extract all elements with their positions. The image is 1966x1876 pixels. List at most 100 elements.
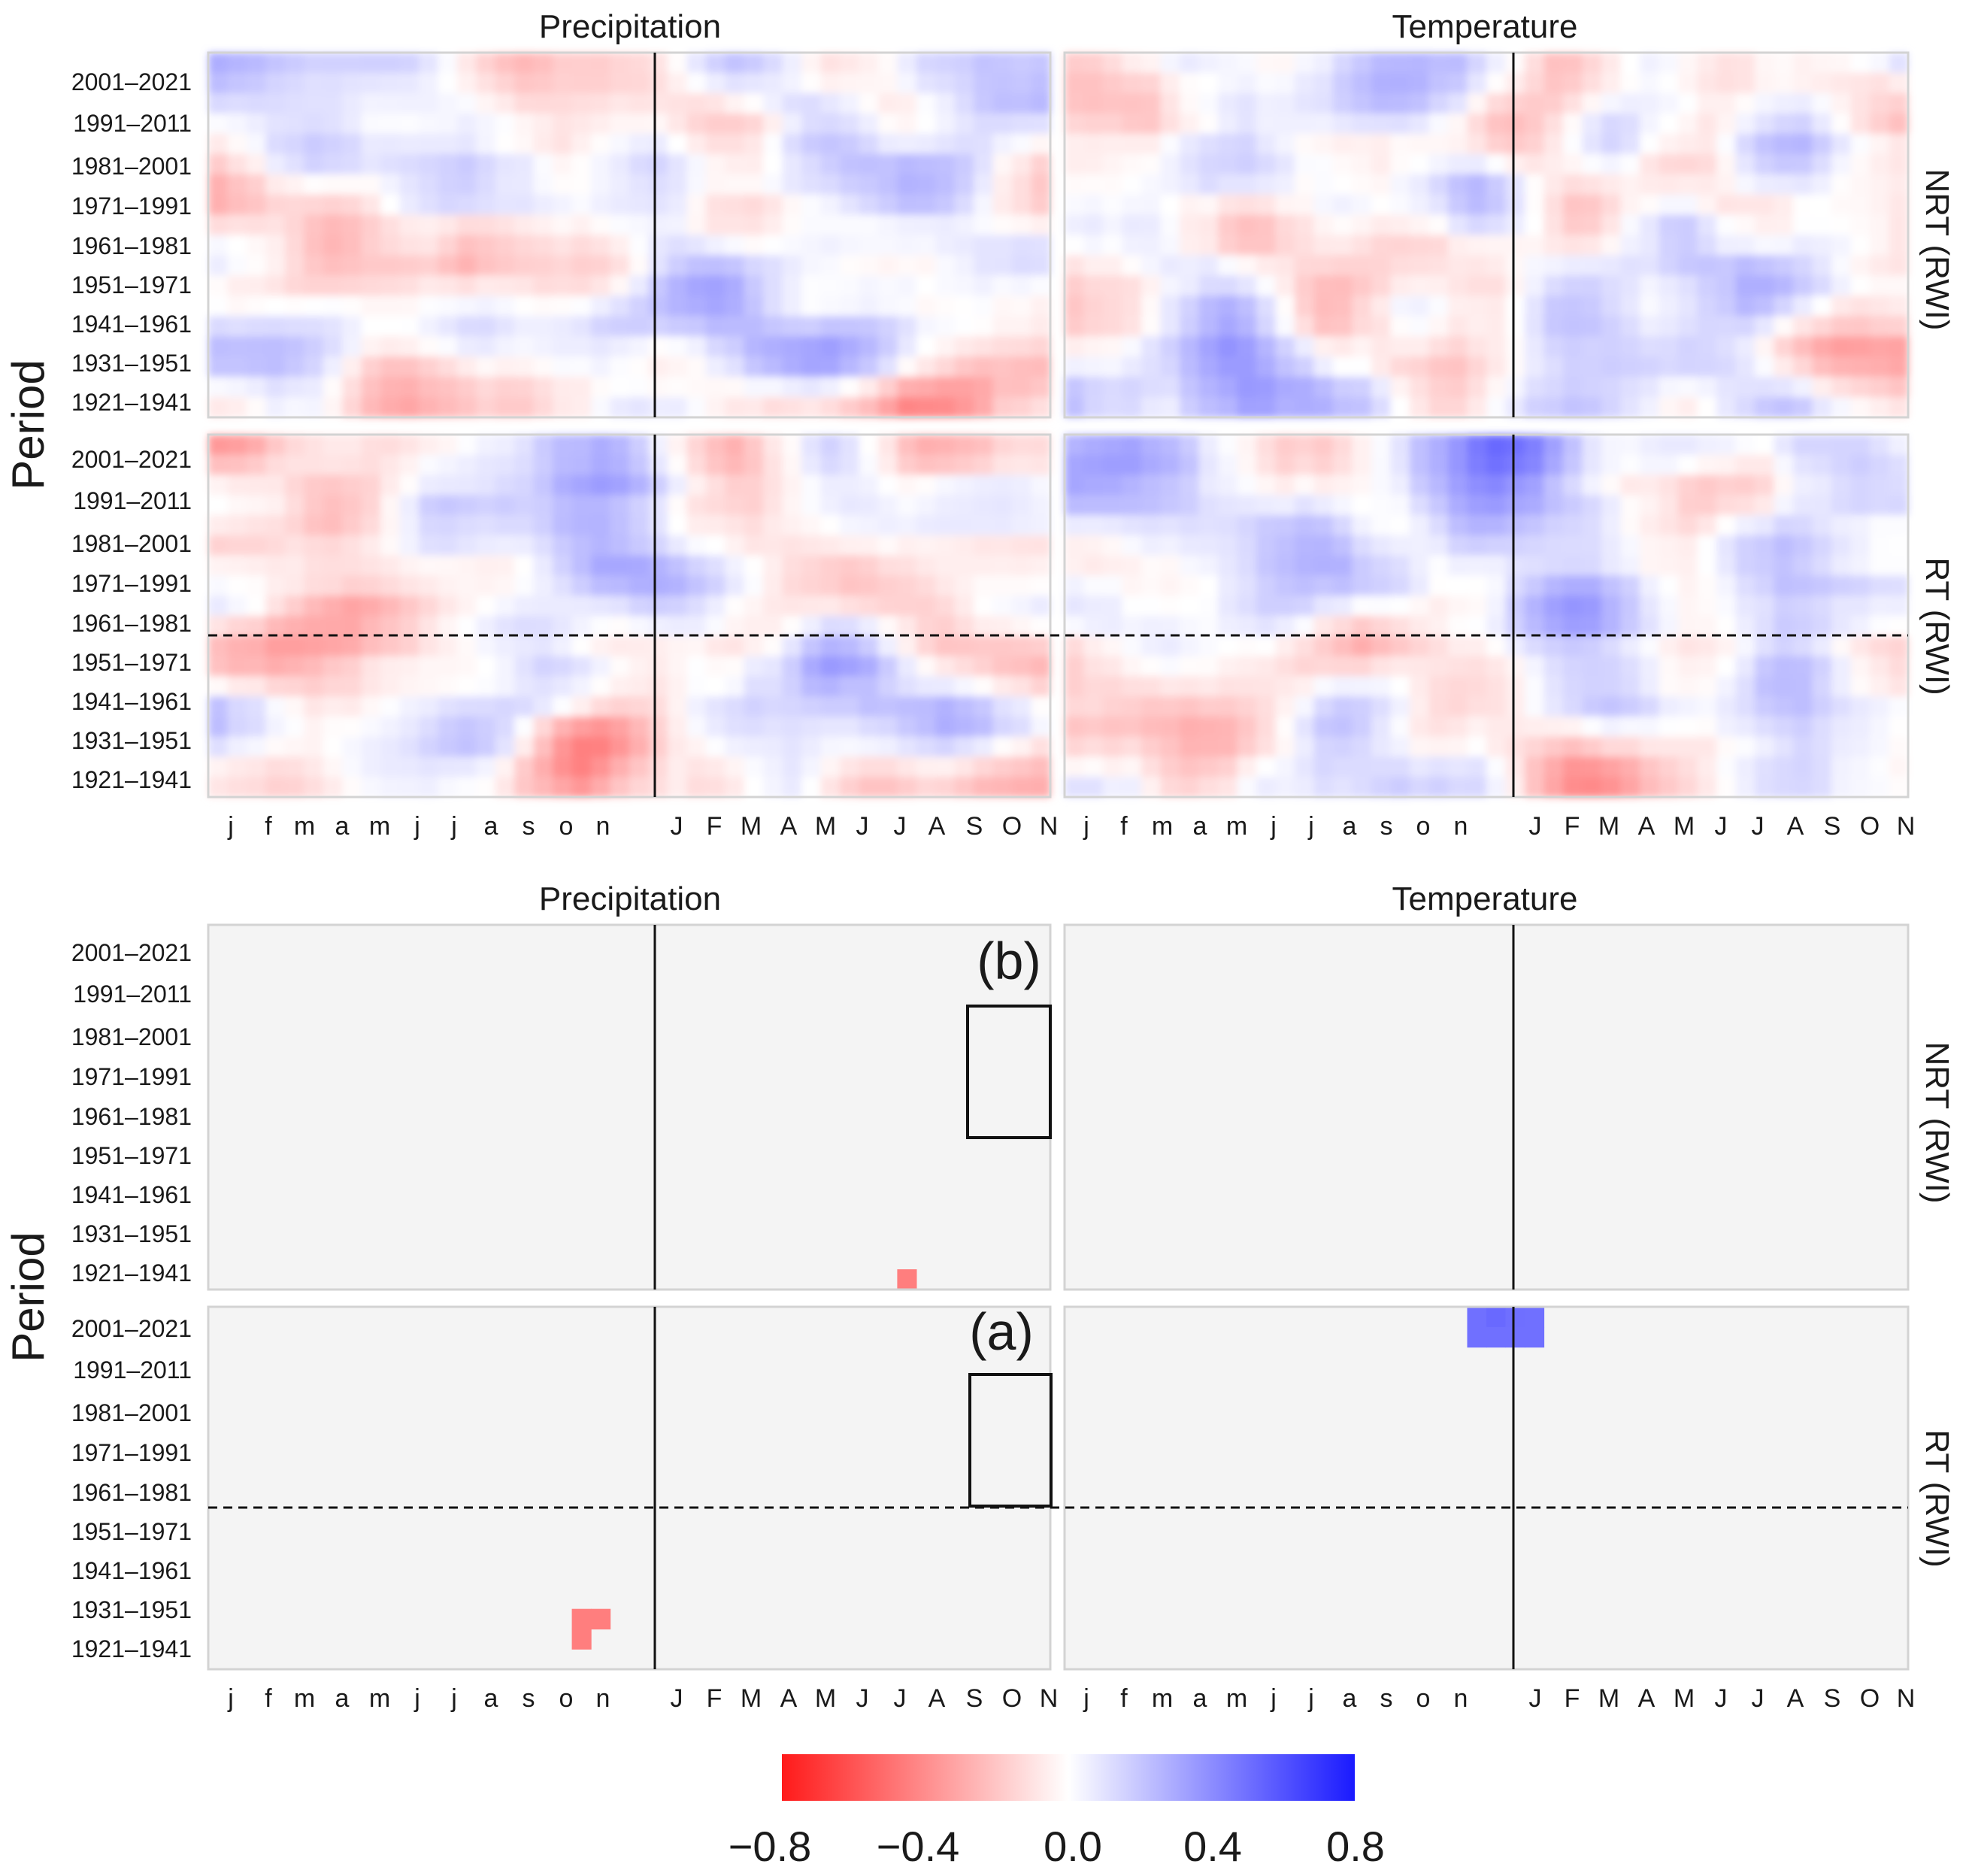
heatmap-cell: [1333, 53, 1353, 74]
heatmap-cell: [1793, 555, 1813, 577]
heatmap-cell: [227, 575, 247, 596]
heatmap-cell: [1390, 194, 1410, 216]
heatmap-cell: [1218, 235, 1238, 256]
heatmap-cell: [1333, 356, 1353, 377]
heatmap-cell: [284, 235, 304, 256]
heatmap-cell: [284, 635, 304, 657]
heatmap-cell: [533, 596, 553, 617]
heatmap-cell: [1160, 235, 1180, 256]
heatmap-cell: [1103, 474, 1123, 496]
heatmap-cell: [1410, 454, 1430, 476]
heatmap-cell: [801, 295, 822, 317]
heatmap-cell: [1141, 235, 1162, 256]
heatmap-cell: [1218, 596, 1238, 617]
heatmap-cell: [399, 133, 420, 155]
heatmap-cell: [227, 295, 247, 317]
heatmap-cell: [1275, 275, 1295, 296]
heatmap-cell: [705, 356, 726, 377]
heatmap-cell: [514, 235, 535, 256]
heatmap-cell: [1486, 515, 1507, 536]
heatmap-cell: [1122, 515, 1142, 536]
heatmap-cell: [438, 377, 458, 398]
heatmap-cell: [1563, 214, 1583, 236]
heatmap-cell: [1543, 474, 1564, 496]
heatmap-cell: [1755, 133, 1775, 155]
heatmap-cell: [1716, 214, 1737, 236]
heatmap-cell: [419, 756, 439, 777]
x-tick-prec-curr: J: [671, 812, 683, 841]
heatmap-cell: [1031, 295, 1051, 317]
x-tick-temp-prev: m: [1226, 1684, 1247, 1713]
heatmap-cell: [1065, 295, 1085, 317]
heatmap-cell: [1640, 435, 1660, 456]
heatmap-cell: [1012, 255, 1032, 276]
panel-border: [1063, 51, 1910, 419]
heatmap-cell: [514, 336, 535, 357]
heatmap-cell: [1505, 113, 1525, 135]
heatmap-cell: [342, 174, 362, 195]
heatmap-cell: [1486, 555, 1507, 577]
heatmap-cell: [1103, 194, 1123, 216]
heatmap-cell: [1831, 635, 1852, 657]
heatmap-cell: [419, 397, 439, 418]
heatmap-cell: [1870, 635, 1890, 657]
heatmap-cell: [323, 596, 343, 617]
heatmap-cell: [533, 676, 553, 697]
heatmap-cell: [1065, 356, 1085, 377]
heatmap-cell: [1678, 336, 1698, 357]
heatmap-cell: [1275, 235, 1295, 256]
heatmap-cell: [1065, 53, 1085, 74]
heatmap-cell: [974, 676, 994, 697]
heatmap-cell: [553, 214, 573, 236]
heatmap-cell: [1467, 153, 1487, 175]
heatmap-cell: [1218, 454, 1238, 476]
heatmap-cell: [1275, 194, 1295, 216]
heatmap-cell: [1295, 397, 1315, 418]
heatmap-cell: [954, 255, 974, 276]
heatmap-cell: [629, 92, 650, 114]
heatmap-cell: [935, 777, 956, 798]
heatmap-cell: [974, 656, 994, 677]
heatmap-cell: [1448, 575, 1468, 596]
heatmap-cell: [1543, 575, 1564, 596]
heatmap-cell: [667, 635, 687, 657]
heatmap-cell: [877, 153, 898, 175]
heatmap-cell: [438, 535, 458, 556]
heatmap-cell: [227, 194, 247, 216]
heatmap-cell: [1735, 377, 1755, 398]
heatmap-cell: [686, 716, 707, 738]
heatmap-cell: [495, 153, 515, 175]
heatmap-cell: [1333, 275, 1353, 296]
heatmap-cell: [1083, 214, 1104, 236]
heatmap-cell: [1275, 316, 1295, 337]
heatmap-cell: [1390, 133, 1410, 155]
heatmap-cells: [897, 1269, 917, 1290]
heatmap-cell: [1198, 214, 1219, 236]
heatmap-cell: [1218, 174, 1238, 195]
heatmap-cell: [1428, 495, 1449, 516]
heatmap-cell: [533, 495, 553, 516]
heatmap-cell: [1697, 535, 1717, 556]
heatmap-cell: [495, 555, 515, 577]
heatmap-cell: [1467, 716, 1487, 738]
heatmap-cell: [1065, 92, 1085, 114]
heatmap-cell: [553, 133, 573, 155]
heatmap-cell: [686, 616, 707, 637]
heatmap-cell: [801, 474, 822, 496]
heatmap-cell: [629, 174, 650, 195]
heatmap-cell: [380, 555, 401, 577]
heatmap-cell: [1543, 113, 1564, 135]
heatmap-cell: [629, 676, 650, 697]
heatmap-cell: [284, 777, 304, 798]
heatmap-cell: [667, 474, 687, 496]
heatmap-cell: [1640, 474, 1660, 496]
heatmap-cell: [1333, 133, 1353, 155]
heatmap-cell: [1582, 295, 1602, 317]
heatmap-cell: [686, 377, 707, 398]
heatmap-cell: [1735, 336, 1755, 357]
heatmap-cell: [476, 275, 496, 296]
heatmap-cell: [954, 133, 974, 155]
heatmap-cell: [304, 377, 324, 398]
x-tick-temp-curr: N: [1897, 812, 1916, 841]
heatmap-cell: [1065, 515, 1085, 536]
